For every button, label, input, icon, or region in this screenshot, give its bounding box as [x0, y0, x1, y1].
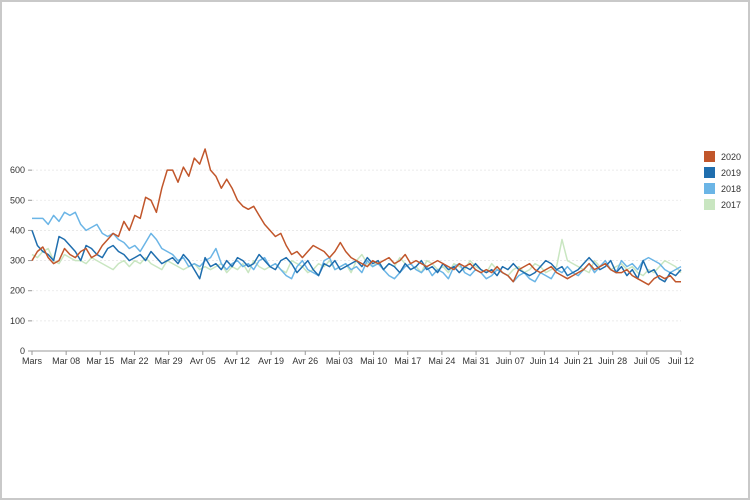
x-tick-label: Avr 26	[292, 356, 318, 366]
y-tick-label: 100	[10, 316, 25, 326]
legend-label-2020: 2020	[721, 152, 741, 162]
legend-swatch-2020	[704, 151, 715, 162]
legend-label-2017: 2017	[721, 200, 741, 210]
legend-label-2018: 2018	[721, 184, 741, 194]
series-line-2019	[31, 230, 682, 283]
x-tick-label: Mai 10	[360, 356, 387, 366]
x-tick-label: Juin 28	[598, 356, 627, 366]
x-tick-label: Mai 17	[394, 356, 421, 366]
x-tick-label: Mar 08	[52, 356, 80, 366]
x-tick-label: Mar 29	[155, 356, 183, 366]
x-tick-label: Mar 15	[86, 356, 114, 366]
x-tick-label: Mai 31	[463, 356, 490, 366]
x-tick-label: Mar 22	[120, 356, 148, 366]
x-axis: Mars Mar 08 Mar 15 Mar 22 Mar 29 Avr 05 Avr 12…	[22, 351, 694, 366]
x-tick-label: Juil 05	[634, 356, 660, 366]
x-tick-label: Mars	[22, 356, 42, 366]
y-tick-label: 400	[10, 225, 25, 235]
legend: 2020 2019 2018 2017	[704, 151, 741, 210]
x-tick-label: Avr 05	[190, 356, 216, 366]
grid-lines	[32, 169, 681, 352]
series-lines	[31, 148, 682, 286]
y-tick-label: 0	[20, 346, 25, 356]
y-tick-label: 600	[10, 165, 25, 175]
legend-swatch-2017	[704, 199, 715, 210]
y-tick-label: 200	[10, 286, 25, 296]
x-tick-label: Juil 12	[668, 356, 694, 366]
series-line-2020	[31, 148, 681, 286]
legend-label-2019: 2019	[721, 168, 741, 178]
y-tick-label: 300	[10, 256, 25, 266]
x-tick-label: Avr 19	[258, 356, 284, 366]
legend-swatch-2018	[704, 183, 715, 194]
y-tick-label: 500	[10, 195, 25, 205]
legend-swatch-2019	[704, 167, 715, 178]
y-axis: 0 100 200 300 400 500 600	[10, 165, 32, 356]
x-tick-label: Juin 07	[496, 356, 525, 366]
x-tick-label: Mai 24	[428, 356, 455, 366]
series-line-2018	[32, 211, 682, 283]
x-tick-label: Avr 12	[224, 356, 250, 366]
x-tick-label: Juin 21	[564, 356, 593, 366]
x-tick-label: Mai 03	[326, 356, 353, 366]
x-tick-label: Juin 14	[530, 356, 559, 366]
